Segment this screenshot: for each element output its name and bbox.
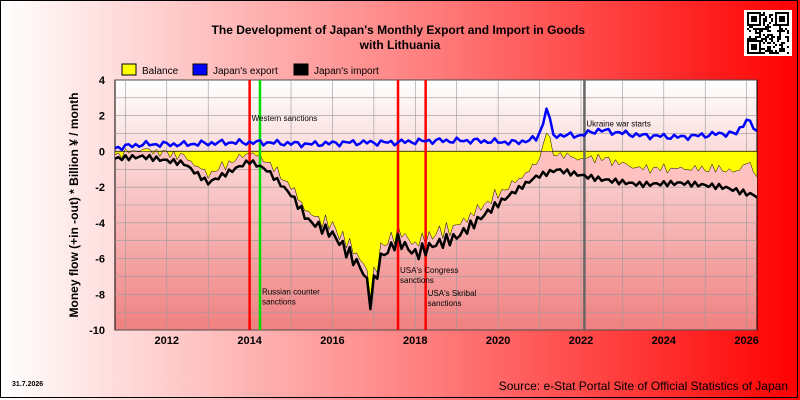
import-line — [115, 153, 757, 311]
date-stamp: 31.7.2026 — [12, 381, 43, 388]
event-label-1: Russian counter sanctions — [262, 287, 320, 306]
x-tick-label-6: 2024 — [652, 335, 677, 347]
legend-label-2: Japan's import — [314, 66, 379, 77]
y-tick-label-2: 0 — [99, 146, 105, 158]
x-tick-label-5: 2022 — [569, 335, 593, 347]
qr-code-icon — [744, 10, 792, 56]
x-tick-labels: 2012 2014 2016 2018 2020 2022 2024 2026 — [155, 335, 759, 347]
y-tick-label-1: 2 — [99, 111, 105, 123]
balance-area — [115, 132, 757, 299]
event-label-4: Ukraine war starts — [586, 119, 650, 128]
y-tick-label-0: 4 — [99, 75, 106, 87]
event-labels: Western sanctions Russian counter sanction… — [252, 114, 651, 308]
y-axis-label: Money flow (+in -out) * Billion ¥ / mont… — [67, 93, 81, 318]
legend-label-0: Balance — [142, 66, 179, 77]
x-tick-label-3: 2018 — [403, 335, 427, 347]
x-tick-label-4: 2020 — [486, 335, 510, 347]
legend-swatch-2 — [293, 63, 309, 76]
legend-swatch-1 — [192, 63, 208, 76]
y-tick-label-4: -4 — [95, 218, 106, 230]
y-tick-label-6: -8 — [95, 289, 105, 301]
y-tick-label-7: -10 — [89, 325, 105, 337]
x-tick-label-7: 2026 — [734, 335, 758, 347]
chart-title-line-1: The Development of Japan's Monthly Expor… — [212, 23, 586, 37]
x-tick-label-1: 2014 — [237, 335, 262, 347]
svg-text:The Development of Japan's Mon: The Development of Japan's Monthly Expor… — [212, 23, 589, 52]
legend-label-1: Japan's export — [213, 66, 278, 77]
legend-swatch-0 — [121, 63, 137, 76]
event-label-3: USA's Skribal sanctions — [428, 289, 477, 308]
y-tick-label-3: -2 — [95, 182, 105, 194]
x-tick-label-0: 2012 — [155, 335, 179, 347]
export-line — [115, 107, 757, 152]
y-tick-labels: 4 2 0 -2 -4 -6 -8 -10 — [89, 75, 106, 337]
y-tick-label-5: -6 — [95, 254, 105, 266]
line-series — [115, 107, 757, 311]
x-tick-label-2: 2016 — [320, 335, 344, 347]
legend: Balance Japan's export Japan's import — [121, 63, 379, 77]
chart-title-line-2: with Lithuania — [359, 38, 441, 52]
source-note: Source: e-Stat Portal Site of Official S… — [499, 379, 788, 393]
event-lines — [248, 80, 586, 330]
event-label-2: USA's Congress sanctions — [400, 266, 458, 285]
event-label-0: Western sanctions — [252, 114, 318, 123]
